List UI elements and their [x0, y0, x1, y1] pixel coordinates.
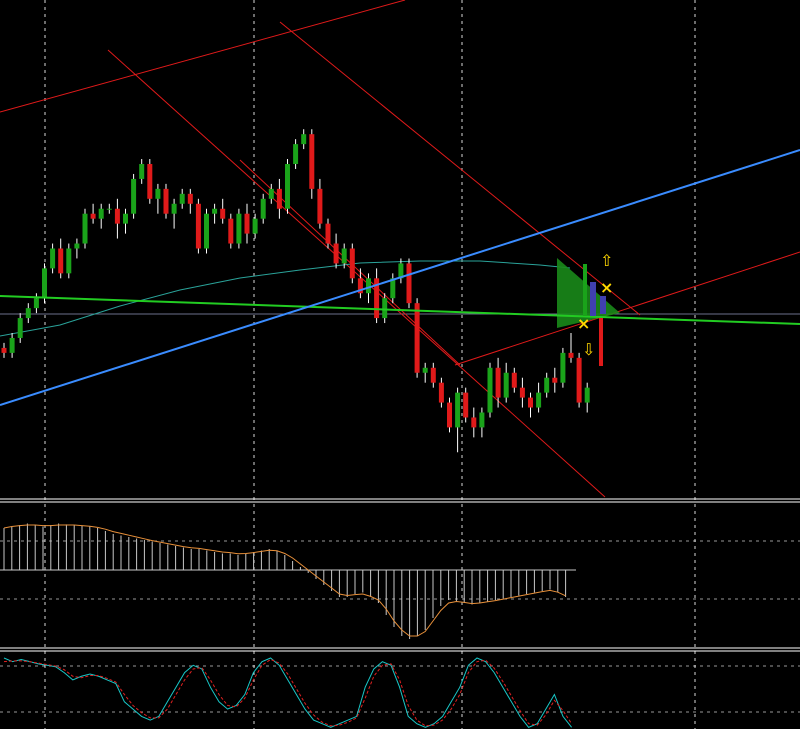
- candle-bear: [430, 367, 436, 383]
- channel-descending-line-1: [107, 49, 606, 498]
- candle-bear: [187, 193, 193, 204]
- candle-bear: [528, 397, 533, 408]
- candle-bear: [90, 213, 96, 219]
- candle-bull: [82, 213, 88, 244]
- channel-upper-line: [0, 0, 406, 113]
- signal-bar-blue: [590, 282, 596, 316]
- candle-bear: [276, 188, 282, 209]
- candle-bull: [366, 278, 371, 294]
- candle-bear: [414, 303, 420, 373]
- candle-bull: [155, 188, 161, 199]
- candle-bear: [576, 357, 582, 403]
- candle-bear: [471, 417, 477, 428]
- candle-bull: [341, 248, 347, 264]
- candle-bear: [325, 223, 331, 244]
- candle-bull: [25, 308, 31, 319]
- candle-bear: [552, 377, 558, 383]
- blue-trend-line: [0, 149, 800, 406]
- candle-bull: [536, 392, 542, 408]
- candle-bear: [195, 203, 201, 249]
- candle-bull: [252, 218, 258, 234]
- candle-bear: [309, 134, 315, 189]
- candle-bear: [438, 382, 444, 403]
- candle-bull: [50, 248, 56, 269]
- cross-signal: ×: [577, 314, 590, 333]
- candle-bull: [66, 248, 72, 274]
- candle-bull: [479, 412, 485, 428]
- stochastic-signal-line: [3, 658, 573, 727]
- candle-bear: [1, 347, 7, 353]
- candle-bull: [131, 178, 137, 214]
- candle-bull: [42, 268, 47, 299]
- candle-bear: [333, 243, 339, 264]
- candle-bear: [163, 188, 169, 214]
- candle-bull: [74, 243, 80, 249]
- candle-bear: [463, 392, 469, 418]
- stochastic-main-line: [3, 657, 572, 728]
- candle-bear: [374, 278, 380, 319]
- candle-bull: [171, 203, 177, 214]
- candle-bear: [357, 278, 363, 294]
- candle-bull: [422, 367, 428, 373]
- candle-bear: [495, 367, 501, 398]
- candle-bull: [139, 164, 145, 179]
- candle-bull: [293, 144, 299, 165]
- candle-bull: [17, 318, 23, 338]
- candle-bull: [204, 213, 209, 249]
- candle-bear: [244, 213, 250, 234]
- candle-bull: [398, 263, 404, 279]
- candle-bear: [58, 248, 64, 274]
- candle-bear: [406, 263, 412, 304]
- up-arrow-signal: ⇧: [600, 251, 613, 270]
- candle-bull: [487, 367, 493, 413]
- candle-bear: [511, 372, 517, 388]
- candle-bear: [349, 248, 355, 279]
- moving-average-line: [0, 260, 571, 337]
- candle-bull: [285, 164, 290, 209]
- candle-bull: [212, 208, 218, 214]
- green-trend-line: [0, 295, 800, 325]
- candle-bull: [33, 298, 39, 309]
- channel-lower-line: [454, 251, 800, 366]
- candle-bear: [317, 188, 323, 224]
- down-arrow-signal: ⇩: [582, 340, 595, 359]
- candle-bull: [503, 372, 509, 398]
- candle-bull: [98, 208, 104, 219]
- candle-bear: [114, 208, 120, 224]
- candle-bull: [382, 298, 388, 319]
- candle-bull: [390, 278, 396, 299]
- candle-bear: [228, 218, 234, 244]
- candle-bear: [568, 352, 574, 358]
- signal-bar-red: [599, 318, 603, 366]
- candle-bull: [455, 392, 461, 428]
- candle-bull: [260, 198, 266, 219]
- cross-signal: ×: [600, 278, 613, 297]
- candle-bull: [544, 377, 550, 393]
- signal-bar-green: [583, 264, 587, 316]
- candle-bull: [584, 387, 590, 403]
- candle-bull: [560, 352, 566, 383]
- candle-bull: [9, 337, 15, 353]
- candle-bull: [123, 213, 128, 224]
- candle-bear: [220, 208, 226, 219]
- candle-bear: [147, 164, 153, 199]
- candle-bear: [447, 402, 452, 428]
- candle-bull: [268, 188, 274, 199]
- candle-bull: [106, 208, 112, 210]
- channel-descending-line-2: [279, 21, 641, 316]
- signal-bar-blue: [600, 296, 606, 314]
- oscillator-signal-line: [3, 524, 566, 637]
- candle-bull: [179, 193, 185, 204]
- candle-bull: [301, 134, 307, 145]
- candle-bear: [519, 387, 525, 398]
- candle-bull: [236, 213, 242, 244]
